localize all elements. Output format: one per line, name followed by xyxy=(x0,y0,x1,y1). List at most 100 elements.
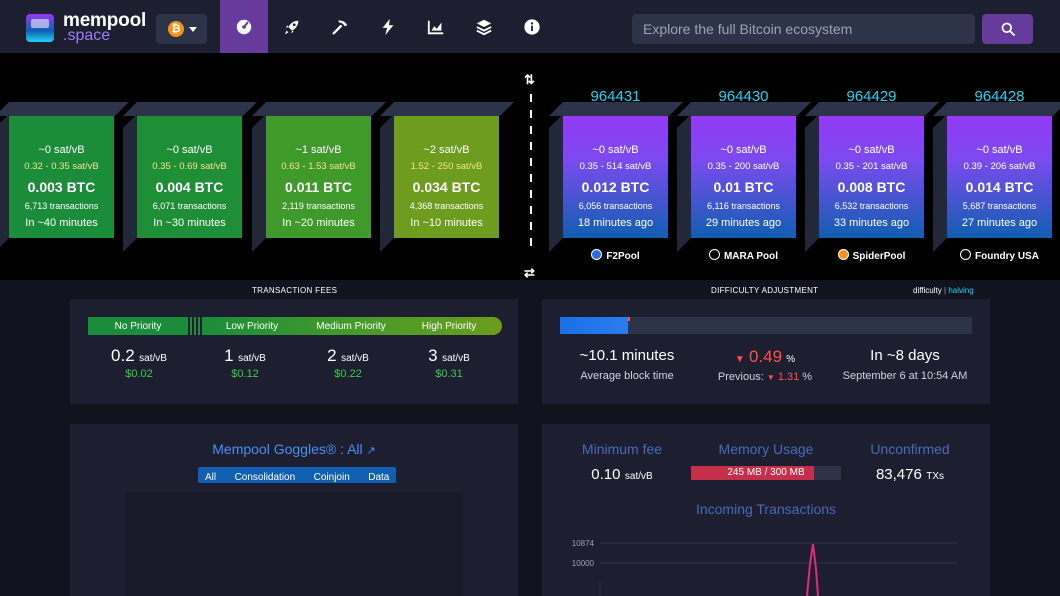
goggles-block-canvas[interactable] xyxy=(125,492,463,596)
block-side-face xyxy=(380,114,394,252)
block-eta: In ~40 minutes xyxy=(25,217,98,229)
difficulty-toggle: difficulty | halving xyxy=(913,286,974,295)
confirmed-block[interactable]: ~0 sat/vB 0.39 - 206 sat/vB 0.014 BTC 5,687… xyxy=(933,102,1060,252)
fees-title: TRANSACTION FEES xyxy=(252,286,338,295)
incoming-transactions-chart[interactable]: 10874 10000 xyxy=(562,534,982,596)
difficulty-progress-marker xyxy=(627,317,630,321)
mempool-block[interactable]: ~0 sat/vB 0.35 - 0.69 sat/vB 0.004 BTC 6,07… xyxy=(123,102,257,252)
block-height-link[interactable]: 964431 xyxy=(590,88,641,105)
goggles-title[interactable]: Mempool Goggles® : All ↗ xyxy=(70,441,518,457)
block-total-fees: 0.008 BTC xyxy=(837,179,906,195)
block-fee-range: 0.35 - 200 sat/vB xyxy=(707,161,780,172)
minimum-fee: Minimum fee 0.10 sat/vB xyxy=(562,441,682,484)
pool-logo-icon xyxy=(708,249,720,260)
block-median-fee: ~0 sat/vB xyxy=(976,144,1023,156)
block-top-face xyxy=(123,102,257,116)
low-priority-label: Low Priority xyxy=(225,320,279,332)
block-front-face: ~0 sat/vB 0.35 - 514 sat/vB 0.012 BTC 6,056… xyxy=(563,116,668,238)
block-height-link[interactable]: 964428 xyxy=(974,88,1025,105)
block-eta: In ~30 minutes xyxy=(153,217,226,229)
difficulty-change-value: 0.49 xyxy=(748,347,783,366)
goggles-tab-all[interactable]: All xyxy=(205,472,217,483)
fee-medium-priority: 2 sat/vB $0.22 xyxy=(303,346,393,380)
fee-value: 1 xyxy=(224,346,234,365)
mempool-stats-card: Minimum fee 0.10 sat/vB Memory Usage 245… xyxy=(542,424,990,596)
mining-pool-label[interactable]: Foundry USA xyxy=(947,249,1052,262)
caret-down-icon: ▼ xyxy=(766,373,775,382)
fee-usd: $0.02 xyxy=(125,368,153,380)
chart-icon xyxy=(427,20,444,34)
nav-lightning[interactable] xyxy=(364,0,412,53)
block-age: 27 minutes ago xyxy=(961,217,1038,229)
block-front-face: ~2 sat/vB 1.52 - 250 sat/vB 0.034 BTC 4,368… xyxy=(394,116,499,238)
difficulty-change-unit: % xyxy=(786,354,796,365)
nav-accelerator[interactable] xyxy=(268,0,316,53)
block-tx-count: 4,368 transactions xyxy=(409,201,484,211)
block-side-face xyxy=(805,114,819,252)
fee-unit: sat/vB xyxy=(139,353,167,364)
mempool-block[interactable]: ~2 sat/vB 1.52 - 250 sat/vB 0.034 BTC 4,368… xyxy=(380,102,514,252)
nav-mining[interactable] xyxy=(316,0,364,53)
pool-name: MARA Pool xyxy=(723,251,779,262)
nav-graphs[interactable] xyxy=(412,0,460,53)
halving-toggle-link[interactable]: halving xyxy=(948,286,974,295)
fees-card: No Priority Low Priority Medium Priority… xyxy=(70,299,518,404)
block-total-fees: 0.034 BTC xyxy=(412,179,481,195)
caret-down-icon: ▼ xyxy=(734,354,745,365)
swap-vertical-icon[interactable]: ⇅ xyxy=(524,72,535,87)
goggles-tab-coinjoin[interactable]: Coinjoin xyxy=(313,472,350,483)
block-height-link[interactable]: 964429 xyxy=(846,88,897,105)
y-tick-label: 10000 xyxy=(572,559,595,568)
network-selector-button[interactable]: ₿ xyxy=(156,14,207,44)
no-priority-label: No Priority xyxy=(88,317,188,335)
confirmed-block[interactable]: ~0 sat/vB 0.35 - 514 sat/vB 0.012 BTC 6,056… xyxy=(549,102,683,252)
block-fee-range: 1.52 - 250 sat/vB xyxy=(410,161,483,172)
priority-gradient-bar xyxy=(202,317,502,335)
fee-unit: sat/vB xyxy=(341,353,369,364)
search-button[interactable] xyxy=(982,14,1033,44)
block-total-fees: 0.01 BTC xyxy=(713,179,774,195)
pool-name: SpiderPool xyxy=(852,251,906,262)
mempool-block[interactable]: ~0 sat/vB 0.32 - 0.35 sat/vB 0.003 BTC 6,71… xyxy=(0,102,129,252)
mining-pool-label[interactable]: MARA Pool xyxy=(691,249,796,262)
block-median-fee: ~2 sat/vB xyxy=(423,144,470,156)
minimum-fee-unit: sat/vB xyxy=(624,471,653,482)
confirmed-block[interactable]: ~0 sat/vB 0.35 - 200 sat/vB 0.01 BTC 6,116 … xyxy=(677,102,811,252)
mempool-block[interactable]: ~1 sat/vB 0.63 - 1.53 sat/vB 0.011 BTC 2,11… xyxy=(252,102,386,252)
previous-label: Previous: xyxy=(717,371,764,383)
nav-about[interactable] xyxy=(508,0,556,53)
block-median-fee: ~0 sat/vB xyxy=(166,144,213,156)
block-top-face xyxy=(0,102,129,116)
goggles-tab-consolidation[interactable]: Consolidation xyxy=(234,472,296,483)
fee-high-priority: 3 sat/vB $0.31 xyxy=(404,346,494,380)
search-input[interactable] xyxy=(632,14,975,44)
confirmed-block[interactable]: ~0 sat/vB 0.35 - 201 sat/vB 0.008 BTC 6,532… xyxy=(805,102,939,252)
nav-blocks[interactable] xyxy=(460,0,508,53)
block-front-face: ~0 sat/vB 0.35 - 201 sat/vB 0.008 BTC 6,532… xyxy=(819,116,924,238)
avg-block-time-label: Average block time xyxy=(580,370,674,382)
block-side-face xyxy=(123,114,137,252)
pickaxe-icon xyxy=(332,19,348,34)
mempool-logo[interactable]: mempool .space xyxy=(24,10,148,44)
logo-text-sub: .space xyxy=(63,27,111,44)
difficulty-toggle-link[interactable]: difficulty xyxy=(913,286,942,295)
difficulty-change: ▼ 0.49 % Previous: ▼ 1.31 % xyxy=(702,347,828,383)
nav-dashboard[interactable] xyxy=(220,0,268,53)
medium-priority-label: Medium Priority xyxy=(316,320,386,332)
chain-divider xyxy=(530,94,532,254)
block-age: 18 minutes ago xyxy=(577,217,654,229)
block-top-face xyxy=(252,102,386,116)
block-total-fees: 0.014 BTC xyxy=(965,179,1034,195)
block-front-face: ~0 sat/vB 0.35 - 200 sat/vB 0.01 BTC 6,116 … xyxy=(691,116,796,238)
mining-pool-label[interactable]: F2Pool xyxy=(563,249,668,262)
block-height-link[interactable]: 964430 xyxy=(718,88,769,105)
mining-pool-label[interactable]: SpiderPool xyxy=(819,249,924,262)
goggles-tab-data[interactable]: Data xyxy=(368,472,390,483)
lightning-icon xyxy=(382,18,394,35)
block-top-face xyxy=(380,102,514,116)
swap-horizontal-icon[interactable]: ⇄ xyxy=(524,265,535,280)
goggles-card: Mempool Goggles® : All ↗ All Consolidati… xyxy=(70,424,518,596)
fee-usd: $0.22 xyxy=(334,368,362,380)
pool-logo-icon xyxy=(960,249,972,260)
incoming-transactions-title[interactable]: Incoming Transactions xyxy=(695,501,837,517)
